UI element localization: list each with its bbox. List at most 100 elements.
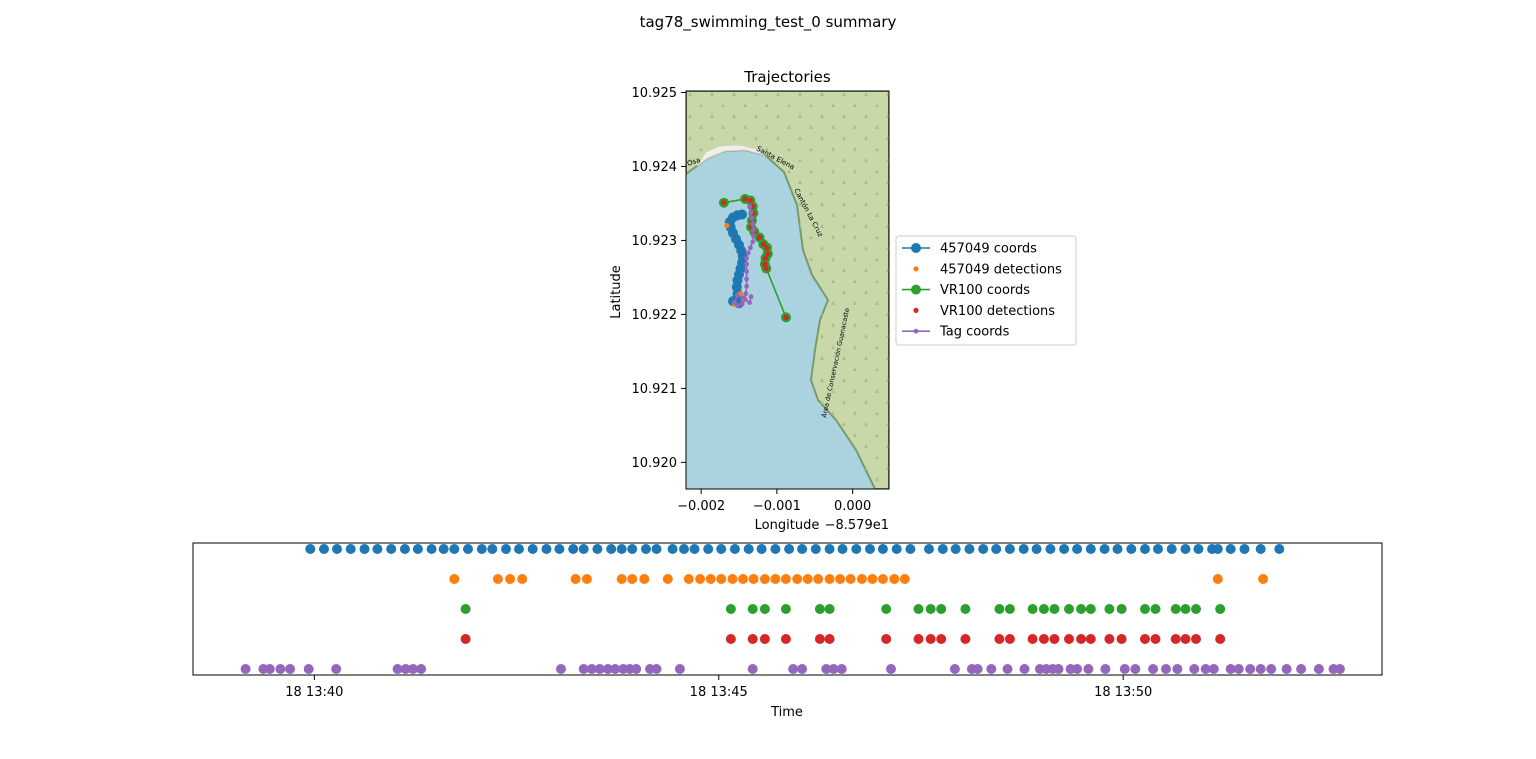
vr100-coords-event — [1085, 604, 1096, 614]
457049-coords-event — [797, 544, 808, 554]
time-tick-label: 18 13:50 — [1094, 685, 1152, 700]
vr100-detections-event — [1104, 634, 1115, 644]
vr100-detections-point — [760, 241, 766, 247]
457049-detections-event — [856, 574, 867, 584]
tag-coords-event — [602, 664, 613, 674]
vr100-coords-event — [1004, 604, 1015, 614]
tag-coords-event — [836, 664, 847, 674]
map-background: Santa Elena Cantón La Cruz Área de Conse… — [686, 91, 889, 489]
457049-coords-event — [991, 544, 1002, 554]
tag-coords-event — [1148, 664, 1159, 674]
tag-coords-point — [743, 291, 749, 297]
time-ticks: 18 13:40 18 13:45 18 13:50 — [285, 675, 1152, 700]
tag-coords-event — [631, 664, 642, 674]
457049-detections-event — [899, 574, 910, 584]
457049-coords-event — [1085, 544, 1096, 554]
tag-coords-event — [392, 664, 403, 674]
tag-coords-event — [1083, 664, 1094, 674]
457049-coords-event — [578, 544, 589, 554]
vr100-coords-event — [725, 604, 736, 614]
457049-coords-event — [1140, 544, 1150, 554]
457049-coords-event — [359, 544, 370, 554]
longitude-ticks: −0.002 −0.001 0.000 — [677, 489, 871, 514]
tag-coords-point — [751, 227, 756, 233]
trajectories-title: Trajectories — [743, 68, 831, 86]
tag-coords-event — [303, 664, 314, 674]
timeline-row-457049-detections — [449, 574, 1269, 584]
457049-detections-point — [724, 223, 730, 229]
457049-coords-event — [1255, 544, 1266, 554]
457049-coords-point — [737, 209, 748, 220]
tag-coords-event — [828, 664, 839, 674]
vr100-detections-event — [1116, 634, 1127, 644]
457049-coords-event — [426, 544, 437, 554]
457049-detections-event — [517, 574, 528, 584]
series-tag-coords — [732, 204, 756, 308]
tag-coords-event — [264, 664, 275, 674]
vr100-detections-event — [925, 634, 936, 644]
vr100-detections-point — [747, 197, 754, 204]
vr100-detections-event — [759, 634, 770, 644]
legend: 457049 coords 457049 detections VR100 coor… — [895, 235, 1077, 346]
457049-coords-event — [770, 544, 781, 554]
457049-coords-event — [449, 544, 460, 554]
457049-coords-event — [716, 544, 727, 554]
457049-coords-event — [627, 544, 638, 554]
legend-item-vr100-coords: VR100 coords — [902, 283, 1030, 298]
457049-detections-event — [662, 574, 673, 584]
vr100-coords-event — [747, 604, 758, 614]
vr100-coords-event — [1140, 604, 1150, 614]
legend-label: 457049 coords — [940, 242, 1037, 257]
vr100-detections-point — [756, 234, 763, 241]
latitude-tick-label: 10.922 — [632, 308, 678, 323]
457049-coords-event — [667, 544, 678, 554]
457049-coords-event — [399, 544, 410, 554]
457049-detections-event — [727, 574, 738, 584]
457049-coords-event — [1166, 544, 1177, 554]
longitude-tick-label: −0.002 — [677, 499, 725, 514]
tag-coords-point — [744, 269, 749, 274]
tag-coords-event — [594, 664, 605, 674]
457049-coords-event — [1126, 544, 1137, 554]
legend-label: VR100 detections — [940, 304, 1055, 319]
457049-coords-event — [924, 544, 934, 554]
457049-coords-event — [1274, 544, 1285, 554]
457049-coords-event — [837, 544, 848, 554]
tag-coords-point — [735, 303, 740, 308]
vr100-detections-point — [765, 251, 771, 257]
vr100-detections-event — [1191, 634, 1201, 644]
457049-detections-event — [845, 574, 856, 584]
tag-coords-point — [744, 283, 749, 289]
tag-coords-event — [821, 664, 832, 674]
tag-coords-event — [610, 664, 621, 674]
vr100-coords-event — [936, 604, 947, 614]
time-tick-label: 18 13:40 — [285, 685, 343, 700]
tag-coords-point — [735, 292, 740, 298]
457049-detections-event — [1258, 574, 1269, 584]
tag-coords-event — [556, 664, 566, 674]
tag-coords-event — [1255, 664, 1266, 674]
457049-coords-event — [1225, 544, 1236, 554]
457049-coords-event — [1004, 544, 1015, 554]
vr100-detections-event — [1064, 634, 1074, 644]
tag-coords-event — [1245, 664, 1256, 674]
vr100-detections-event — [1180, 634, 1191, 644]
457049-coords-event — [1193, 544, 1204, 554]
vr100-detections-point — [783, 314, 789, 320]
457049-coords-event — [463, 544, 473, 554]
457049-coords-event — [729, 544, 740, 554]
latitude-label: Latitude — [609, 265, 624, 319]
457049-coords-event — [527, 544, 538, 554]
vr100-coords-event — [780, 604, 791, 614]
tag-coords-event — [416, 664, 427, 674]
457049-coords-event — [412, 544, 423, 554]
map-beach — [696, 144, 767, 167]
tag-coords-event — [275, 664, 286, 674]
vr100-detections-event — [747, 634, 758, 644]
tag-coords-point — [748, 245, 753, 251]
longitude-tick-label: −0.001 — [753, 499, 801, 514]
457049-detections-event — [867, 574, 878, 584]
457049-detections-event — [770, 574, 781, 584]
tag-coords-event — [1233, 664, 1244, 674]
457049-detections-event — [738, 574, 748, 584]
